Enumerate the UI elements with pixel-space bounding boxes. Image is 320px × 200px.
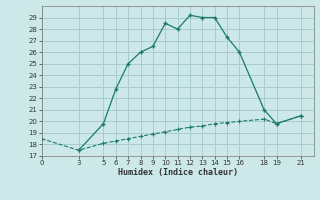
X-axis label: Humidex (Indice chaleur): Humidex (Indice chaleur): [118, 168, 237, 177]
